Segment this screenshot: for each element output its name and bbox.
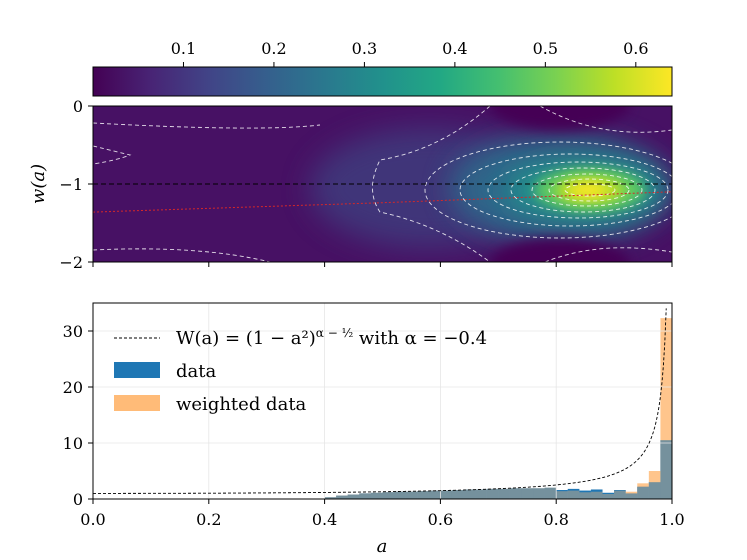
colorbar-tick-label: 0.4	[442, 39, 467, 58]
colorbar-tick-label: 0.6	[623, 39, 648, 58]
data-bar-overlay	[359, 493, 371, 499]
histogram-xlabel: a	[377, 536, 388, 557]
legend-curve-label: W(a) = (1 − a²)α − ½ with α = −0.4	[176, 326, 487, 349]
fit-line	[92, 191, 673, 213]
heatmap-ylabel: w(a)	[28, 164, 49, 204]
histogram-xtick-label: 0.4	[312, 510, 337, 529]
data-bar-overlay	[567, 488, 580, 499]
histogram-ytick-label: 10	[63, 434, 83, 453]
data-bar-overlay	[509, 488, 522, 499]
data-bar-overlay	[521, 488, 534, 499]
colorbar-tick-label: 0.5	[533, 39, 558, 58]
data-bar-overlay	[324, 497, 337, 499]
data-bar-overlay	[336, 495, 348, 499]
colorbar-gradient	[92, 66, 673, 97]
histogram-xtick-label: 0.2	[196, 510, 221, 529]
data-bar-overlay	[394, 491, 406, 499]
data-bar-overlay	[498, 488, 510, 499]
histogram-xtick-label: 0.0	[80, 510, 105, 529]
legend-data-label: data	[176, 361, 216, 382]
heatmap-ytick-label: −1	[59, 175, 83, 194]
data-bar-overlay	[660, 440, 672, 499]
histogram-panel: 0.0 0.2 0.4 0.6 0.8 1.0 0 10 20 30 a W(a) = (1 − …	[63, 302, 685, 557]
data-bar-overlay	[347, 494, 360, 499]
data-bar-overlay	[463, 489, 476, 499]
data-bar-overlay	[648, 482, 661, 499]
data-bar-overlay	[602, 492, 615, 499]
legend: W(a) = (1 − a²)α − ½ with α = −0.4 data …	[114, 326, 487, 415]
data-bar-overlay	[370, 492, 383, 499]
data-bar-overlay	[556, 490, 568, 499]
data-bar-overlay	[579, 490, 591, 499]
data-bar-overlay	[417, 491, 429, 499]
data-bar-overlay	[486, 488, 499, 499]
data-bar-overlay	[451, 490, 464, 499]
data-bar-overlay	[590, 489, 603, 499]
histogram-ytick-label: 20	[63, 378, 83, 397]
histogram-xtick-label: 1.0	[659, 510, 684, 529]
colorbar: 0.1 0.2 0.3 0.4 0.5 0.6	[92, 39, 673, 97]
contour-lines	[93, 106, 672, 262]
weighted-data-bar	[660, 318, 672, 499]
heatmap-panel: 0 −1 −2 w(a)	[28, 97, 673, 272]
heatmap-ytick-label: −2	[59, 253, 83, 272]
weight-curve	[92, 308, 667, 494]
legend-data-swatch	[114, 362, 160, 378]
histogram-xtick-label: 0.6	[428, 510, 453, 529]
data-bar-overlay	[428, 490, 441, 499]
histogram-frame	[92, 302, 673, 500]
histogram-ytick-label: 0	[73, 490, 83, 509]
colorbar-tick-label: 0.1	[171, 39, 196, 58]
heatmap-ytick-label: 0	[73, 97, 83, 116]
data-bar-overlay	[382, 492, 395, 499]
data-bar-overlay	[614, 490, 626, 499]
colorbar-tick-label: 0.2	[261, 39, 286, 58]
legend-weighted-swatch	[114, 395, 160, 411]
data-bar-overlay	[533, 488, 545, 499]
data-bar-overlay	[405, 491, 418, 499]
data-bar-overlay	[637, 486, 649, 499]
legend-weighted-label: weighted data	[176, 394, 307, 415]
data-bar-overlay	[625, 493, 638, 499]
colorbar-tick-label: 0.3	[352, 39, 377, 58]
data-bar-overlay	[544, 487, 557, 499]
data-bar-overlay	[440, 490, 452, 499]
data-bar-overlay	[475, 489, 487, 499]
histogram-xtick-label: 0.8	[543, 510, 568, 529]
histogram-ytick-label: 30	[63, 322, 83, 341]
